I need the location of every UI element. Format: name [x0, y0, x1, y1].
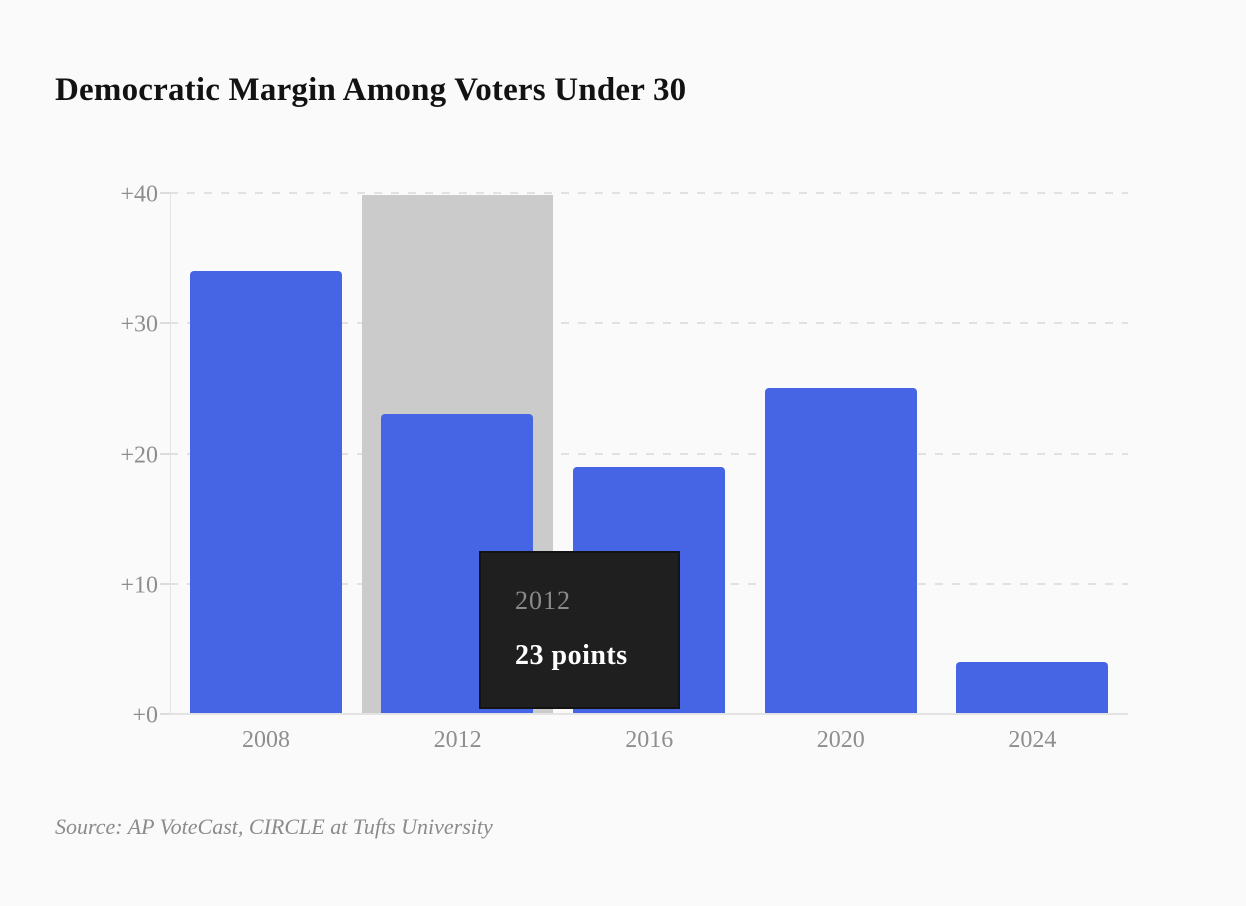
- gridline-plus-30: [170, 322, 1128, 325]
- chart-title: Democratic Margin Among Voters Under 30: [55, 72, 687, 108]
- bar-2024[interactable]: [956, 661, 1109, 713]
- x-axis-label-2016: 2016: [625, 727, 674, 753]
- bar-2020[interactable]: [764, 388, 917, 713]
- x-axis-label-2012: 2012: [433, 727, 482, 753]
- x-axis-line: [170, 713, 1128, 715]
- tooltip-value-label: 23 points: [515, 640, 628, 671]
- x-axis-label-2020: 2020: [816, 727, 865, 753]
- y-axis-label-30: +30: [120, 311, 158, 338]
- x-axis-label-2024: 2024: [1008, 727, 1057, 753]
- tooltip-year-label: 2012: [515, 586, 571, 615]
- y-axis-label-0: +0: [132, 702, 158, 729]
- y-axis-label-40: +40: [120, 181, 158, 208]
- y-axis-tick-20: [160, 452, 170, 455]
- y-axis-label-10: +10: [120, 572, 158, 599]
- y-axis-tick-30: [160, 322, 170, 325]
- y-axis-label-20: +20: [120, 442, 158, 468]
- y-axis-tick-10: [160, 582, 170, 585]
- gridline-plus-20: [170, 452, 1128, 455]
- tooltip: 2012 23 points: [479, 551, 680, 709]
- gridline-plus-40: [170, 192, 1128, 194]
- bar-2008[interactable]: [189, 271, 342, 713]
- y-axis-tick-40: [160, 192, 170, 194]
- x-axis-label-2008: 2008: [242, 727, 290, 753]
- y-axis-tick-0: [160, 713, 170, 715]
- source-note: Source: AP VoteCast, CIRCLE at Tufts Uni…: [55, 814, 493, 839]
- y-axis-line: [170, 193, 171, 714]
